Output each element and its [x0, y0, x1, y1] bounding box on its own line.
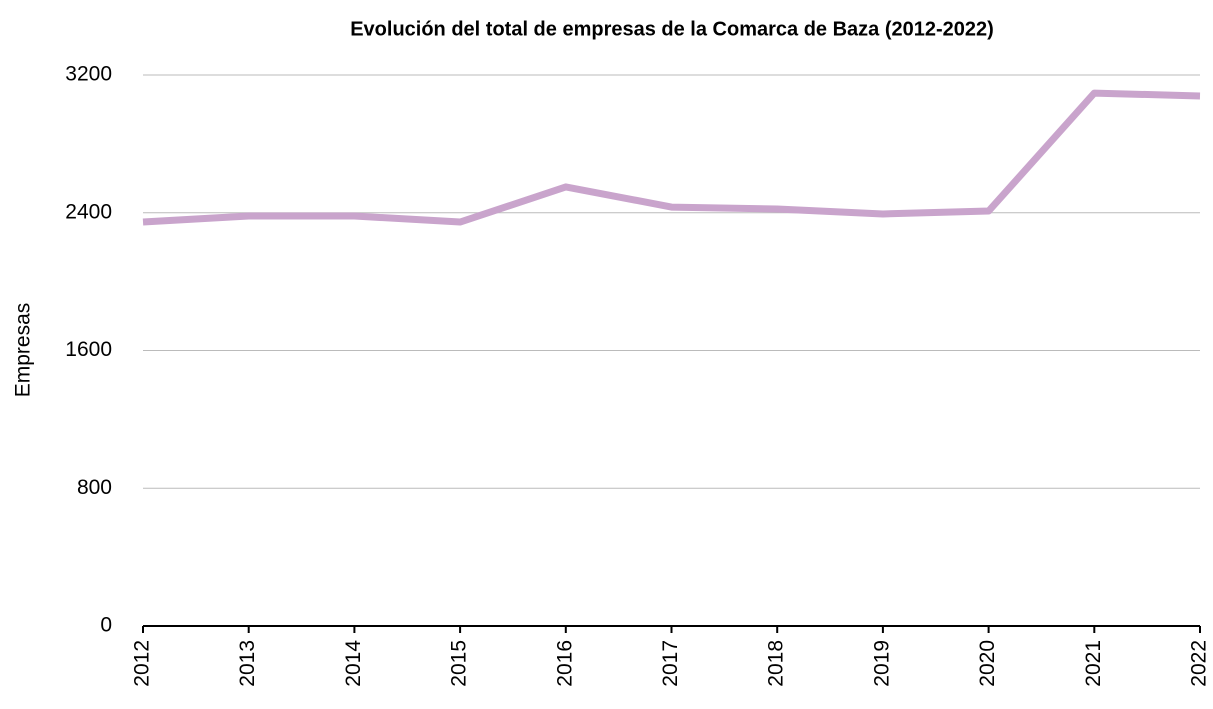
y-axis-label: Empresas — [12, 303, 35, 398]
x-tick-label: 2019 — [870, 640, 893, 687]
x-tick-label: 2014 — [342, 640, 365, 687]
x-tick-label: 2018 — [765, 640, 788, 687]
x-tick-label: 2022 — [1188, 640, 1211, 687]
y-tick-label: 0 — [100, 614, 112, 637]
y-tick-label: 3200 — [65, 63, 112, 86]
x-tick-label: 2020 — [976, 640, 999, 687]
y-tick-label: 800 — [77, 476, 112, 499]
x-tick-label: 2021 — [1082, 640, 1105, 687]
x-tick-label: 2016 — [553, 640, 576, 687]
x-tick-label: 2013 — [236, 640, 259, 687]
y-tick-label: 1600 — [65, 338, 112, 361]
x-tick-label: 2012 — [131, 640, 154, 687]
data-line — [142, 89, 1201, 226]
chart-title: Evolución del total de empresas de la Co… — [350, 18, 994, 40]
x-tick-label: 2017 — [659, 640, 682, 687]
y-tick-label: 2400 — [65, 200, 112, 223]
x-tick-label: 2015 — [448, 640, 471, 687]
